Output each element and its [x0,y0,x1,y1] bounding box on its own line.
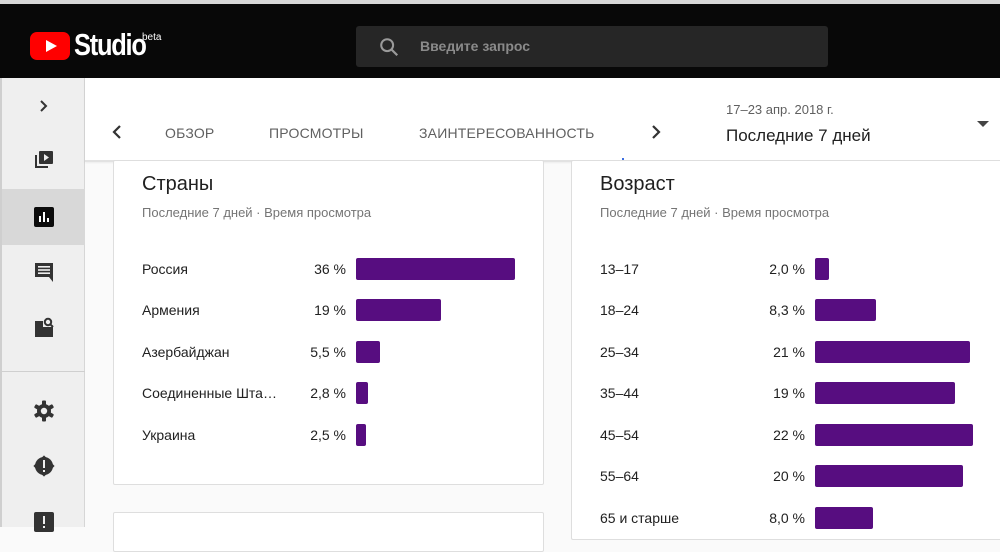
chevron-right-icon [39,100,47,112]
sidebar-item-comments[interactable] [2,244,85,300]
period-select[interactable]: Последние 7 дней [726,126,871,145]
bar [815,341,970,363]
row-label: Россия [142,261,188,277]
bar [356,424,366,446]
row-value: 21 % [773,344,805,360]
sidebar-item-settings[interactable] [2,383,85,439]
bar [356,382,368,404]
list-item: Украина 2,5 % [114,424,543,448]
age-card: Возраст Последние 7 дней · Время просмот… [571,160,1000,540]
tab-views[interactable]: ПРОСМОТРЫ [269,125,364,141]
sidebar-item-transcriptions[interactable] [2,300,85,356]
list-item: 55–64 20 % [572,465,1000,489]
search-icon [380,38,399,57]
youtube-play-icon [30,32,70,60]
list-item: 18–24 8,3 % [572,299,1000,323]
row-value: 19 % [773,385,805,401]
card-title: Страны [142,173,214,195]
sidebar-item-analytics[interactable] [2,189,85,245]
bar [815,382,955,404]
row-label: 35–44 [600,385,639,401]
list-item: 25–34 21 % [572,341,1000,365]
analytics-icon [33,207,54,227]
bar [815,465,963,487]
logo-text: Studio [74,27,147,62]
row-value: 2,0 % [769,261,805,277]
row-label: Армения [142,302,200,318]
video-library-icon [34,151,53,168]
row-value: 5,5 % [310,344,346,360]
row-value: 19 % [314,302,346,318]
list-item: 13–17 2,0 % [572,258,1000,282]
tabs-scroll-left-icon[interactable] [109,122,125,142]
tabs-scroll-right-icon[interactable] [648,122,664,142]
row-label: 25–34 [600,344,639,360]
sidebar-item-expand[interactable] [2,78,85,134]
gear-icon [33,400,54,422]
list-item: 45–54 22 % [572,424,1000,448]
comments-icon [34,263,53,282]
row-label: 18–24 [600,302,639,318]
list-item: Соединенные Шта… 2,8 % [114,382,543,406]
row-label: Украина [142,427,196,443]
sidebar [0,78,85,532]
card-title: Возраст [600,173,675,195]
row-value: 22 % [773,427,805,443]
row-value: 20 % [773,468,805,484]
bar [356,258,515,280]
bar [815,299,876,321]
sidebar-item-videos[interactable] [2,132,85,188]
row-value: 8,3 % [769,302,805,318]
row-value: 8,0 % [769,510,805,526]
bar [356,299,441,321]
sidebar-item-report[interactable] [2,494,85,550]
report-icon [33,512,54,532]
list-item: 65 и старше 8,0 % [572,507,1000,531]
row-label: 55–64 [600,468,639,484]
card-subtitle: Последние 7 дней · Время просмотра [600,205,830,220]
sidebar-divider [2,371,85,372]
sidebar-item-feedback[interactable] [2,438,85,494]
tab-indicator [622,158,624,160]
row-label: 45–54 [600,427,639,443]
analytics-header: ОБЗОР ПРОСМОТРЫ ЗАИНТЕРЕСОВАННОСТЬ 17–23… [85,78,1000,162]
list-item: Азербайджан 5,5 % [114,341,543,365]
next-card [113,512,544,552]
row-label: Соединенные Шта… [142,385,277,401]
bar [815,258,829,280]
alert-badge-icon [32,455,55,477]
date-range-label: 17–23 апр. 2018 г. [726,102,834,117]
top-bar: Studio beta Введите запрос [0,0,1000,78]
find-in-page-icon [34,317,54,337]
dropdown-arrow-icon[interactable] [977,121,989,127]
list-item: 35–44 19 % [572,382,1000,406]
bar [815,507,873,529]
row-label: Азербайджан [142,344,230,360]
studio-logo[interactable]: Studio beta [30,26,161,64]
bar [815,424,973,446]
beta-badge: beta [142,32,162,43]
tab-overview[interactable]: ОБЗОР [165,125,215,141]
card-subtitle: Последние 7 дней · Время просмотра [142,205,372,220]
countries-card: Страны Последние 7 дней · Время просмотр… [113,160,544,485]
list-item: Армения 19 % [114,299,543,323]
row-value: 2,5 % [310,427,346,443]
row-label: 65 и старше [600,510,680,526]
list-item: Россия 36 % [114,258,543,282]
row-value: 2,8 % [310,385,346,401]
tab-engagement[interactable]: ЗАИНТЕРЕСОВАННОСТЬ [419,125,595,141]
search-placeholder: Введите запрос [420,38,531,54]
bar [356,341,380,363]
search-input[interactable]: Введите запрос [356,26,828,67]
row-label: 13–17 [600,261,639,277]
row-value: 36 % [314,261,346,277]
